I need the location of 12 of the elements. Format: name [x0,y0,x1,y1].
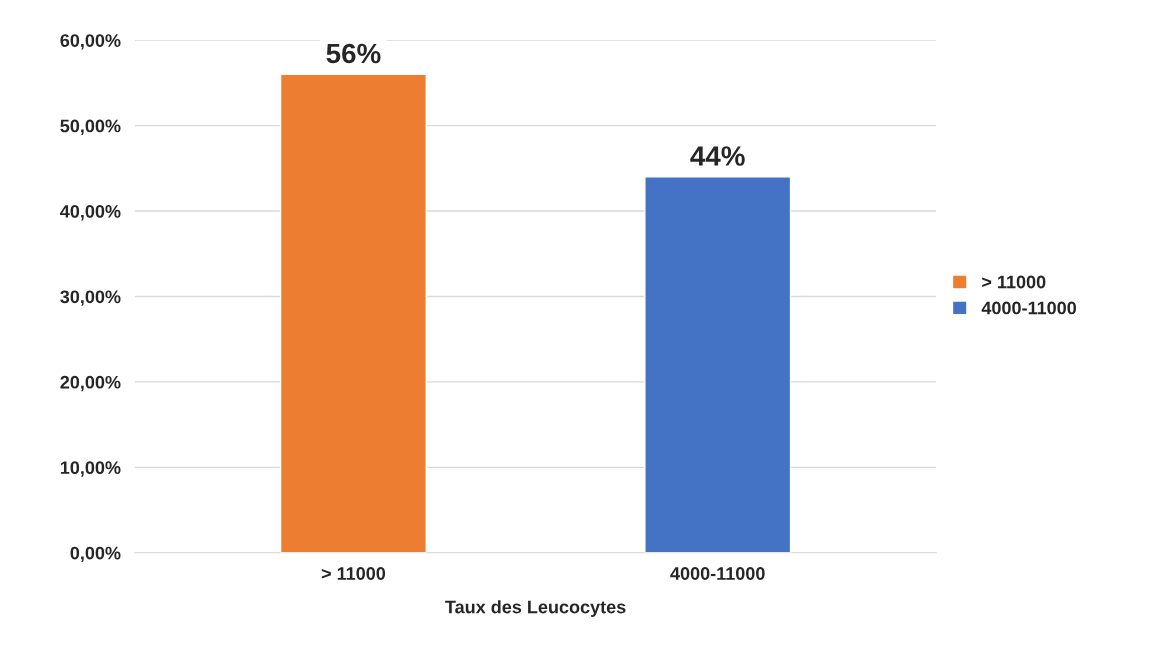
y-tick-label: 60,00% [60,34,121,50]
legend-label: 4000-11000 [981,301,1077,315]
y-tick-label: 20,00% [60,375,121,392]
data-label: 44% [690,146,745,166]
x-axis-title: Taux des Leucocytes [445,600,626,617]
y-tick-label: 0,00% [70,546,121,563]
data-label: 56% [326,43,381,64]
y-tick-label: 50,00% [60,119,121,135]
y-tick-label: 30,00% [60,290,121,306]
y-tick-label: 40,00% [60,204,121,221]
y-tick-label: 10,00% [60,461,121,477]
legend-label: > 11000 [982,275,1046,289]
